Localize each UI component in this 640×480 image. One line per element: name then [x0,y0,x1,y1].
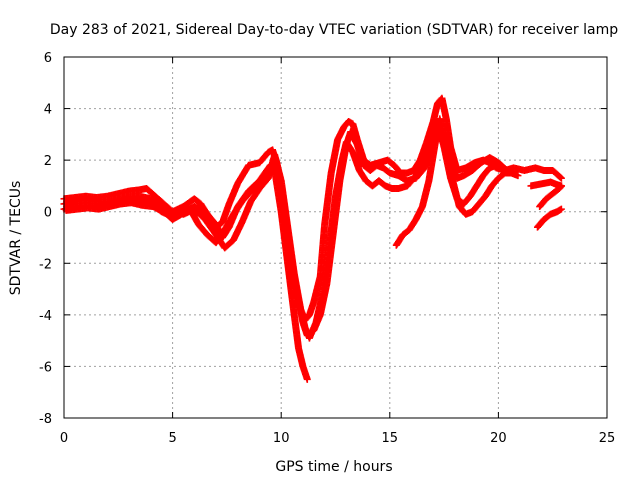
y-tick-label: 4 [44,103,52,118]
x-tick-label: 10 [273,431,290,446]
series-7 [536,182,565,211]
x-axis-label: GPS time / hours [275,459,392,475]
y-tick-label: 2 [44,154,52,169]
x-tick-label: 0 [60,431,68,446]
series-8 [533,205,565,231]
y-tick-label: -2 [39,257,52,272]
data-point [557,182,565,190]
x-tick-label: 15 [382,431,399,446]
data-point [303,375,311,383]
data-point [556,173,564,181]
y-tick-label: -8 [39,412,52,427]
plot-frame [63,56,608,419]
tick-labels: 0 5 10 15 20 25 -8 -6 -4 -2 0 2 4 6 [39,51,615,446]
y-tick-label: 0 [44,206,52,221]
data-point [499,164,507,172]
series-4 [62,166,311,383]
data-point [557,205,565,213]
data-points [60,94,565,383]
y-tick-label: -4 [39,309,52,324]
series-5 [392,115,522,249]
y-tick-label: -6 [39,360,52,375]
x-tick-label: 5 [168,431,176,446]
chart-title: Day 283 of 2021, Sidereal Day-to-day VTE… [50,22,618,38]
y-axis-label: SDTVAR / TECUs [8,181,24,296]
y-tick-label: 6 [44,51,52,66]
x-tick-label: 25 [599,431,616,446]
x-tick-label: 20 [490,431,507,446]
data-point [514,172,522,180]
series-1 [60,94,565,324]
data-point [557,174,565,182]
